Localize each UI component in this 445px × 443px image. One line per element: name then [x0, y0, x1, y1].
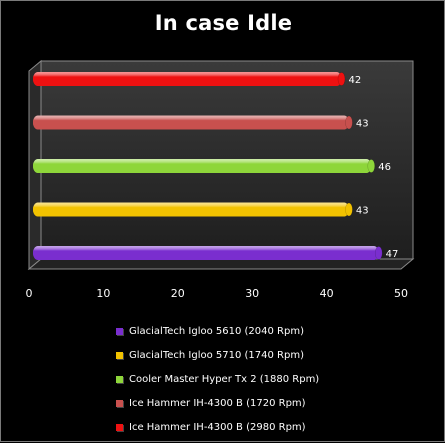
x-tick-label-0: 0 [26, 287, 33, 300]
x-tick-label-30: 30 [245, 287, 259, 300]
value-labels: 47 43 46 43 42 [348, 75, 398, 260]
legend-label: GlacialTech Igloo 5610 (2040 Rpm) [129, 325, 304, 337]
bar-cap-3 [367, 159, 375, 173]
value-label-1: 47 [386, 249, 399, 260]
bar-cap-5 [337, 72, 346, 86]
value-label-5: 42 [348, 75, 361, 86]
legend-item: Ice Hammer IH-4300 B (2980 Rpm) [116, 415, 436, 439]
value-label-4: 43 [356, 119, 369, 130]
legend: GlacialTech Igloo 5610 (2040 Rpm) Glacial… [116, 319, 436, 439]
legend-label: GlacialTech Igloo 5710 (1740 Rpm) [129, 349, 304, 361]
legend-swatch [116, 423, 123, 431]
legend-item: GlacialTech Igloo 5610 (2040 Rpm) [116, 319, 436, 343]
bar-shade-5 [33, 72, 342, 86]
legend-label: Cooler Master Hyper Tx 2 (1880 Rpm) [129, 373, 320, 385]
bar-cap-4 [345, 115, 353, 130]
bar-shade-1 [33, 246, 379, 260]
legend-swatch [116, 399, 123, 407]
value-label-2: 43 [356, 206, 369, 217]
bar-cap-2 [345, 202, 353, 217]
x-tick-label-40: 40 [320, 287, 334, 300]
bar-shade-4 [33, 115, 349, 130]
legend-swatch [116, 375, 123, 383]
chart-title: In case Idle [154, 11, 293, 35]
bar-shade-2 [33, 202, 349, 217]
legend-item: Ice Hammer IH-4300 B (1720 Rpm) [116, 391, 436, 415]
floor [27, 258, 415, 270]
legend-label: Ice Hammer IH-4300 B (1720 Rpm) [129, 397, 306, 409]
x-tick-label-20: 20 [171, 287, 185, 300]
legend-label: Ice Hammer IH-4300 B (2980 Rpm) [129, 421, 306, 433]
legend-item: Cooler Master Hyper Tx 2 (1880 Rpm) [116, 367, 436, 391]
legend-swatch [116, 327, 123, 335]
legend-swatch [116, 351, 123, 359]
legend-item: GlacialTech Igloo 5710 (1740 Rpm) [116, 343, 436, 367]
axis-ticks: 0 10 20 30 40 50 [26, 287, 409, 300]
x-tick-label-10: 10 [96, 287, 110, 300]
bar-group [33, 72, 383, 260]
bar-shade-3 [33, 159, 372, 173]
bar-cap-1 [374, 246, 383, 260]
x-tick-label-50: 50 [394, 287, 408, 300]
value-label-3: 46 [378, 162, 391, 173]
